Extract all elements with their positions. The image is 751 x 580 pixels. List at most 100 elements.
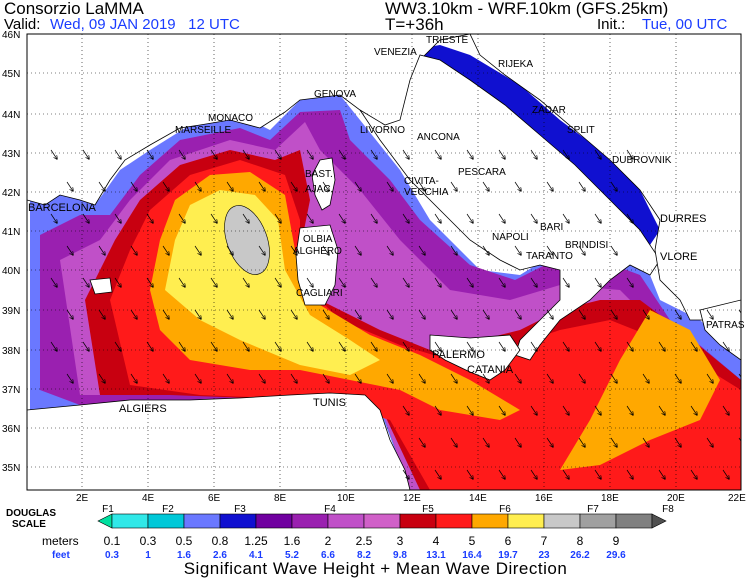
wave-arrow	[546, 181, 553, 191]
meter-value: 5	[469, 534, 476, 548]
colorbar-swatch	[615, 513, 653, 529]
wave-arrow	[386, 373, 393, 383]
lon-tick: 10E	[337, 493, 355, 504]
color-bar	[97, 513, 667, 529]
meter-value: 0.1	[104, 534, 121, 548]
wave-arrow	[514, 309, 521, 319]
wave-arrow	[194, 245, 201, 255]
colorbar-swatch	[579, 513, 617, 529]
wave-arrow	[370, 149, 377, 159]
city-alghero: ALGHERO	[293, 246, 342, 257]
wave-arrow	[530, 277, 537, 287]
lat-tick: 46N	[2, 30, 20, 41]
wave-arrow	[450, 373, 457, 383]
wave-arrow	[466, 405, 473, 415]
wave-arrow	[674, 309, 681, 319]
wave-arrow	[146, 149, 153, 159]
wave-arrow	[482, 245, 489, 255]
wave-arrow	[274, 341, 281, 351]
wave-arrow	[98, 373, 105, 383]
wave-arrow	[418, 309, 425, 319]
wave-arrow	[178, 277, 185, 287]
wave-arrow	[130, 245, 137, 255]
wave-arrow	[642, 437, 649, 447]
wave-arrow	[322, 373, 329, 383]
wave-arrow	[146, 277, 153, 287]
wave-arrow	[594, 149, 601, 159]
colorbar-swatch	[183, 513, 221, 529]
douglas-scale-labels: F1 F2 F3 F4 F5 F6 F7 F8	[102, 504, 674, 515]
wave-arrow	[578, 245, 585, 255]
feet-value: 29.6	[606, 550, 626, 561]
city-livorno: LIVORNO	[360, 125, 405, 136]
wave-arrow	[626, 213, 633, 223]
colorbar-swatch	[507, 513, 545, 529]
wave-arrow	[210, 213, 217, 223]
feet-value: 6.6	[321, 550, 335, 561]
city-algiers: ALGIERS	[119, 403, 167, 415]
wave-arrow	[402, 149, 409, 159]
lat-tick: 38N	[2, 346, 20, 357]
wave-arrow	[258, 245, 265, 255]
wave-arrow	[114, 341, 121, 351]
lon-tick: 4E	[142, 493, 155, 504]
model-title: WW3.10km - WRF.10km (GFS.25km)	[385, 0, 669, 18]
colorbar-swatch	[363, 513, 401, 529]
wave-arrow	[322, 181, 329, 191]
lon-tick: 16E	[535, 493, 553, 504]
wave-arrow	[578, 373, 585, 383]
wave-arrow	[290, 245, 297, 255]
wave-arrow	[290, 373, 297, 383]
wave-arrow	[466, 149, 473, 159]
footer-title: Significant Wave Height + Mean Wave Dire…	[183, 559, 568, 578]
wave-arrow	[306, 341, 313, 351]
lat-tick: 45N	[2, 69, 20, 80]
meter-value: 2.5	[356, 534, 373, 548]
feet-value: 8.2	[357, 550, 371, 561]
wave-arrow	[690, 469, 697, 479]
wave-arrow	[514, 245, 521, 255]
city-catania: CATANIA	[467, 364, 514, 376]
wave-arrow	[498, 469, 505, 479]
wave-arrow	[370, 213, 377, 223]
wave-arrow	[226, 245, 233, 255]
wave-arrow	[546, 309, 553, 319]
wave-arrow	[338, 341, 345, 351]
wave-arrow	[594, 341, 601, 351]
wave-arrow	[82, 213, 89, 223]
wave-arrow	[162, 181, 169, 191]
wave-arrow	[402, 405, 409, 415]
wave-arrow	[658, 341, 665, 351]
wave-arrow	[242, 341, 249, 351]
douglas-force-label: F8	[662, 504, 674, 515]
lon-tick: 20E	[667, 493, 685, 504]
land-italy	[359, 54, 661, 361]
meter-value: 0.8	[212, 534, 229, 548]
wave-arrow	[386, 309, 393, 319]
lat-tick: 39N	[2, 306, 20, 317]
wave-arrow	[738, 309, 741, 314]
city-rijeka: RIJEKA	[498, 59, 533, 70]
feet-value: 4.1	[249, 550, 263, 561]
douglas-force-label: F4	[324, 504, 336, 515]
wave-arrow	[114, 277, 121, 287]
wave-arrow	[594, 213, 601, 223]
wave-arrow	[434, 277, 441, 287]
city-bastia: BAST.	[305, 169, 333, 180]
wave-arrow	[162, 373, 169, 383]
wave-arrow	[210, 149, 217, 159]
colorbar-min-arrow	[97, 513, 113, 529]
init-label: Init.:	[597, 16, 626, 33]
wave-arrow	[146, 213, 153, 223]
land-africa	[27, 392, 411, 490]
colorbar-swatch	[399, 513, 437, 529]
wave-arrow	[530, 341, 537, 351]
wave-arrow	[50, 149, 57, 159]
wave-arrow	[498, 149, 505, 159]
feet-values: 0.3 1 1.6 2.6 4.1 5.2 6.6 8.2 9.8 13.1 16.4 19.7 23 2…	[105, 550, 626, 561]
wave-arrow	[450, 309, 457, 319]
wave-arrow	[482, 437, 489, 447]
colorbar-swatch	[147, 513, 185, 529]
meter-value: 3	[397, 534, 404, 548]
wave-arrow	[498, 213, 505, 223]
